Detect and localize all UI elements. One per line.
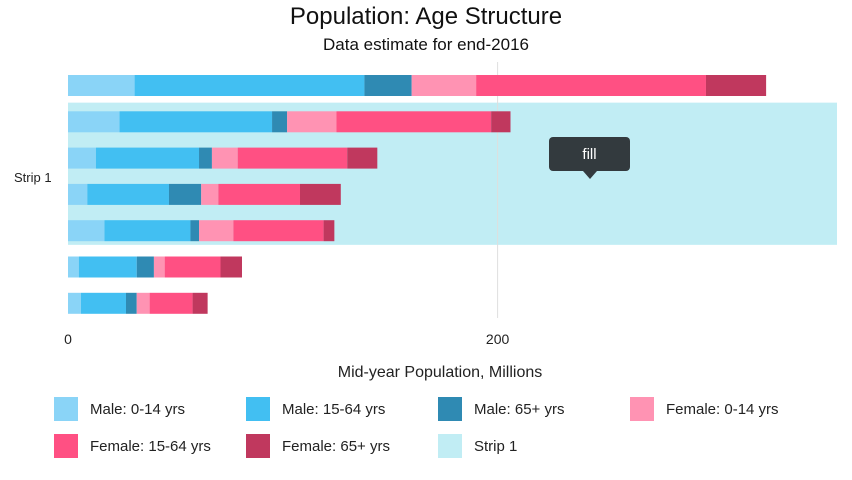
legend-swatch	[438, 434, 462, 458]
legend-swatch	[630, 397, 654, 421]
tick-layer: 0 200	[64, 331, 509, 347]
bar-segment	[68, 256, 79, 278]
legend-item[interactable]: Male: 0-14 yrs	[54, 397, 185, 421]
strip-label: Strip 1	[14, 170, 52, 185]
bar-segment	[476, 75, 706, 96]
bar-segment	[78, 256, 137, 278]
bar-segment	[153, 256, 165, 278]
bar-segment	[491, 111, 511, 133]
bar-segment	[192, 292, 208, 314]
legend-swatch	[54, 434, 78, 458]
bar-segment	[705, 75, 767, 96]
bar-segment	[125, 292, 137, 314]
bar-segment	[168, 183, 202, 205]
bar-segment	[68, 220, 105, 242]
legend-swatch	[246, 434, 270, 458]
legend-label: Male: 65+ yrs	[474, 401, 564, 418]
legend-item[interactable]: Male: 15-64 yrs	[246, 397, 385, 421]
legend-swatch	[246, 397, 270, 421]
bar-segment	[347, 147, 378, 169]
legend-item[interactable]: Female: 65+ yrs	[246, 434, 390, 458]
bar-segment	[199, 147, 212, 169]
chart-title: Population: Age Structure	[290, 3, 562, 30]
chart-subtitle: Data estimate for end-2016	[323, 35, 529, 54]
bar-segment	[68, 147, 96, 169]
legend-label: Female: 15-64 yrs	[90, 438, 211, 455]
legend-label: Strip 1	[474, 438, 517, 455]
bar-segment	[119, 111, 273, 133]
bar-segment	[136, 256, 154, 278]
bar-segment	[68, 292, 81, 314]
bar-segment	[164, 256, 221, 278]
bar-segment	[323, 220, 335, 242]
bar-segment	[411, 75, 477, 96]
x-axis-label: Mid-year Population, Millions	[338, 364, 543, 381]
bar-segment	[272, 111, 288, 133]
tooltip-pointer	[583, 171, 597, 179]
bar-segment	[287, 111, 337, 133]
bar-segment	[190, 220, 200, 242]
tooltip-box	[549, 137, 630, 171]
bar-segment	[136, 292, 150, 314]
bar-segment	[68, 183, 88, 205]
legend-swatch	[438, 397, 462, 421]
bar-segment	[364, 75, 412, 96]
bar-segment	[237, 147, 348, 169]
bar-segment	[104, 220, 191, 242]
bar-segment	[233, 220, 324, 242]
legend-item[interactable]: Female: 15-64 yrs	[54, 434, 211, 458]
bar-segment	[299, 183, 341, 205]
x-tick-label: 200	[486, 331, 510, 347]
legend-label: Male: 0-14 yrs	[90, 401, 185, 418]
bar-segment	[220, 256, 242, 278]
bar-segment	[218, 183, 300, 205]
tooltip: fill	[549, 137, 630, 179]
legend-swatch	[54, 397, 78, 421]
legend-item[interactable]: Strip 1	[438, 434, 517, 458]
bars-layer	[68, 75, 767, 314]
bar-segment	[211, 147, 238, 169]
legend-item[interactable]: Male: 65+ yrs	[438, 397, 564, 421]
legend-label: Female: 0-14 yrs	[666, 401, 779, 418]
legend-label: Female: 65+ yrs	[282, 438, 390, 455]
bar-segment	[199, 220, 234, 242]
x-tick-label: 0	[64, 331, 72, 347]
bar-segment	[80, 292, 126, 314]
bar-segment	[149, 292, 193, 314]
bar-segment	[68, 111, 120, 133]
bar-segment	[201, 183, 219, 205]
bar-segment	[336, 111, 492, 133]
legend: Male: 0-14 yrs Male: 15-64 yrs Male: 65+ y…	[54, 397, 779, 458]
bar-segment	[95, 147, 200, 169]
bar-segment	[87, 183, 169, 205]
legend-label: Male: 15-64 yrs	[282, 401, 385, 418]
bar-segment	[134, 75, 365, 96]
legend-item[interactable]: Female: 0-14 yrs	[630, 397, 779, 421]
tooltip-text: fill	[582, 146, 596, 163]
bar-segment	[68, 75, 135, 96]
